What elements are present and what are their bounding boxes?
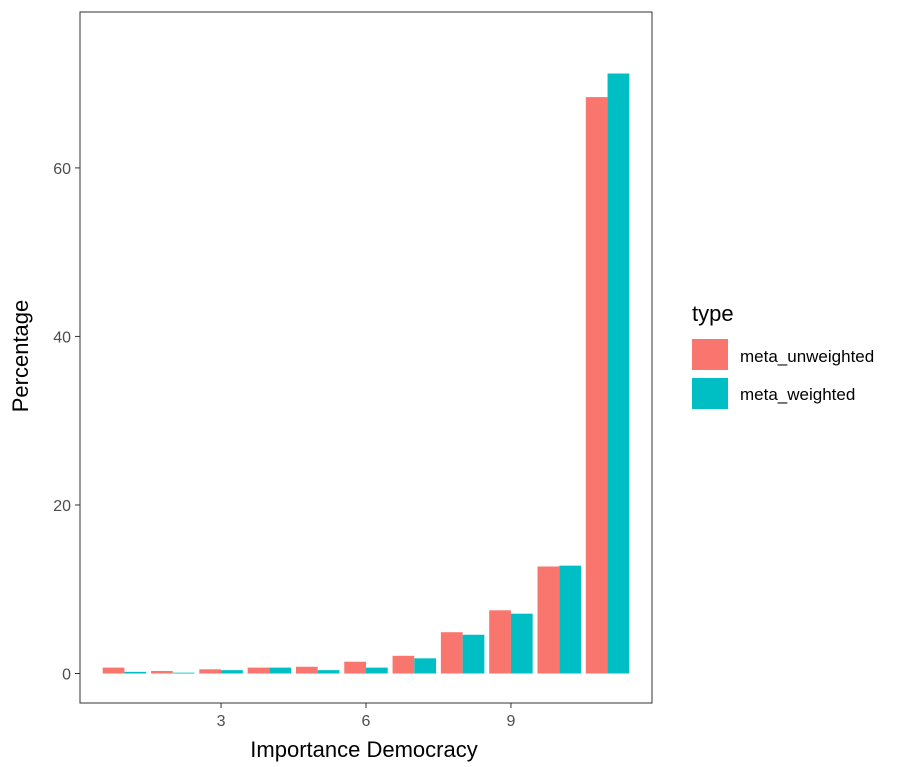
- bar-meta-unweighted-3: [199, 669, 222, 674]
- bars-group: [102, 73, 630, 674]
- bar-meta-unweighted-4: [247, 667, 270, 674]
- y-tick-label-40: 40: [53, 329, 71, 346]
- legend-key-meta-unweighted: [692, 339, 728, 370]
- bar-meta-weighted-1: [124, 671, 147, 674]
- bar-meta-weighted-9: [510, 613, 533, 674]
- x-axis-title: Importance Democracy: [250, 737, 477, 762]
- bar-meta-unweighted-6: [344, 661, 366, 674]
- bar-meta-weighted-2: [172, 672, 195, 674]
- y-tick-label-60: 60: [53, 161, 71, 178]
- y-axis-title: Percentage: [8, 300, 33, 413]
- y-tick-label-20: 20: [53, 498, 71, 515]
- bar-meta-unweighted-7: [392, 655, 415, 674]
- bar-meta-unweighted-1: [102, 667, 125, 674]
- x-tick-label-3: 3: [217, 713, 226, 730]
- legend-key-meta-weighted: [692, 378, 728, 409]
- bar-meta-unweighted-5: [295, 666, 318, 674]
- axes-group: 0 20 40 60 3 6 9: [53, 161, 515, 730]
- bar-meta-weighted-11: [607, 73, 630, 674]
- bar-meta-unweighted-10: [537, 566, 560, 674]
- bar-meta-unweighted-2: [151, 670, 173, 674]
- bar-meta-unweighted-9: [489, 610, 511, 674]
- bar-meta-weighted-6: [366, 667, 388, 674]
- bar-meta-weighted-5: [317, 670, 340, 674]
- bar-meta-weighted-4: [269, 667, 292, 674]
- legend: type meta_unweighted meta_weighted: [692, 301, 874, 409]
- y-tick-label-0: 0: [62, 667, 71, 684]
- bar-meta-weighted-3: [221, 670, 243, 674]
- legend-label-meta-unweighted: meta_unweighted: [740, 347, 874, 366]
- bar-meta-unweighted-8: [440, 632, 463, 674]
- legend-label-meta-weighted: meta_weighted: [740, 385, 855, 404]
- bar-meta-weighted-7: [414, 658, 437, 674]
- x-tick-label-6: 6: [362, 713, 371, 730]
- legend-title: type: [692, 301, 734, 326]
- x-tick-label-9: 9: [506, 713, 515, 730]
- bar-meta-weighted-10: [559, 565, 581, 674]
- bar-meta-unweighted-11: [585, 97, 608, 674]
- bar-meta-weighted-8: [462, 634, 485, 674]
